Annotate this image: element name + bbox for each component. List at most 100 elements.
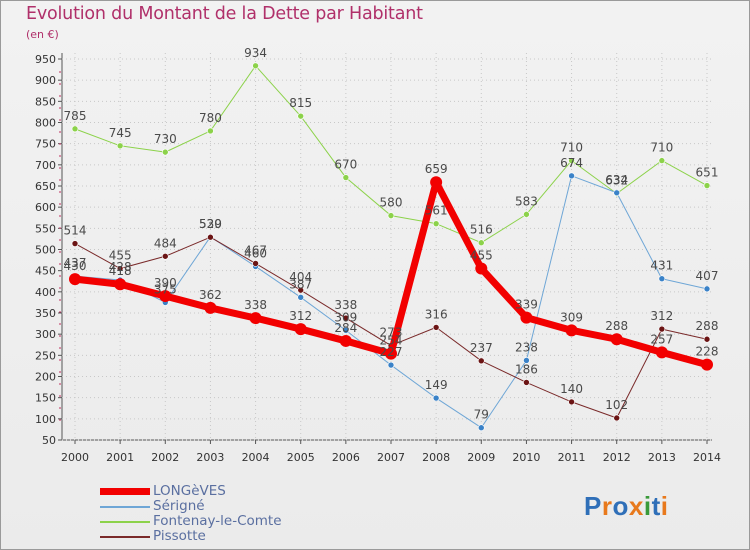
legend-swatch bbox=[100, 506, 150, 508]
data-label: 670 bbox=[334, 158, 357, 172]
x-tick-label: 2000 bbox=[61, 451, 89, 464]
data-point bbox=[703, 335, 711, 343]
data-label: 651 bbox=[696, 166, 719, 180]
data-point bbox=[204, 301, 217, 314]
x-tick-label: 2013 bbox=[648, 451, 676, 464]
data-point bbox=[297, 294, 305, 301]
legend-label: Sérigné bbox=[153, 498, 205, 514]
data-label: 186 bbox=[515, 362, 538, 376]
data-point bbox=[159, 290, 172, 303]
data-point bbox=[523, 357, 530, 364]
y-tick-label: 850 bbox=[35, 95, 56, 108]
data-label: 530 bbox=[199, 217, 222, 231]
legend-label: Pissotte bbox=[153, 528, 206, 544]
data-label: 418 bbox=[109, 264, 132, 278]
data-label: 79 bbox=[474, 408, 489, 422]
y-tick-label: 750 bbox=[35, 138, 56, 151]
x-tick-label: 2010 bbox=[512, 451, 540, 464]
data-point bbox=[249, 312, 262, 325]
data-label: 815 bbox=[289, 96, 312, 110]
data-label: 149 bbox=[425, 378, 448, 392]
data-label: 674 bbox=[560, 156, 583, 170]
data-point bbox=[568, 157, 575, 164]
data-label: 455 bbox=[470, 249, 493, 263]
data-point bbox=[658, 325, 666, 333]
data-label: 362 bbox=[199, 288, 222, 302]
x-tick-label: 2002 bbox=[151, 451, 179, 464]
data-label: 237 bbox=[470, 341, 493, 355]
legend-swatch bbox=[100, 521, 150, 523]
x-tick-label: 2011 bbox=[558, 451, 586, 464]
data-point bbox=[703, 285, 711, 293]
logo-letter: i bbox=[661, 491, 669, 521]
data-point bbox=[432, 220, 440, 227]
data-point bbox=[339, 334, 352, 347]
data-point bbox=[342, 327, 350, 334]
x-tick-label: 2008 bbox=[422, 451, 450, 464]
legend-swatch bbox=[100, 536, 150, 538]
data-point bbox=[613, 189, 621, 197]
data-point bbox=[71, 125, 79, 133]
y-tick-label: 950 bbox=[35, 53, 56, 66]
data-label: 529 bbox=[199, 217, 222, 231]
x-tick-label: 2014 bbox=[693, 451, 721, 464]
data-point bbox=[477, 239, 485, 247]
data-point bbox=[613, 414, 621, 422]
data-point bbox=[161, 252, 169, 260]
y-tick-label: 650 bbox=[35, 180, 56, 193]
y-tick-label: 800 bbox=[35, 117, 56, 130]
logo-letter: r bbox=[602, 491, 613, 521]
data-point bbox=[207, 233, 214, 241]
data-label: 312 bbox=[650, 309, 673, 323]
y-tick-label: 900 bbox=[35, 74, 56, 87]
data-point bbox=[432, 324, 440, 331]
data-label: 102 bbox=[605, 398, 628, 412]
data-point bbox=[116, 142, 124, 150]
data-point bbox=[432, 394, 440, 402]
data-label: 407 bbox=[696, 269, 719, 283]
svg-text:Proxiti: Proxiti bbox=[584, 491, 668, 521]
data-label: 227 bbox=[380, 345, 403, 359]
data-point bbox=[387, 212, 395, 219]
data-point bbox=[568, 172, 575, 180]
proxiti-logo: Proxiti bbox=[584, 491, 668, 521]
data-label: 273 bbox=[380, 326, 403, 340]
data-label: 288 bbox=[605, 319, 628, 333]
y-tick-label: 150 bbox=[35, 392, 56, 405]
data-label: 934 bbox=[244, 46, 267, 60]
data-label: 309 bbox=[334, 310, 357, 324]
data-label: 254 bbox=[380, 334, 403, 348]
data-label: 710 bbox=[650, 141, 673, 155]
y-tick-label: 50 bbox=[42, 434, 56, 447]
data-point bbox=[565, 324, 578, 337]
data-label: 710 bbox=[560, 141, 583, 155]
y-tick-label: 550 bbox=[35, 222, 56, 235]
data-label: 375 bbox=[154, 282, 177, 296]
y-tick-label: 400 bbox=[35, 286, 56, 299]
y-tick-label: 200 bbox=[35, 371, 56, 384]
data-point bbox=[297, 286, 305, 294]
data-point bbox=[655, 346, 668, 359]
legend: LONGèVES Sérigné Fontenay-le-Comte Pisso… bbox=[100, 484, 360, 544]
legend-item: Fontenay-le-Comte bbox=[100, 514, 360, 529]
y-tick-label: 350 bbox=[35, 307, 56, 320]
data-label: 339 bbox=[515, 298, 538, 312]
legend-item: LONGèVES bbox=[100, 484, 360, 499]
data-label: 338 bbox=[334, 298, 357, 312]
data-point bbox=[294, 323, 307, 336]
data-label: 634 bbox=[605, 173, 628, 187]
y-tick-label: 450 bbox=[35, 265, 56, 278]
data-label: 583 bbox=[515, 194, 538, 208]
data-label: 387 bbox=[289, 277, 312, 291]
data-label: 580 bbox=[380, 196, 403, 210]
data-label: 514 bbox=[64, 224, 87, 238]
data-point bbox=[523, 211, 530, 218]
data-label: 338 bbox=[244, 298, 267, 312]
data-point bbox=[297, 112, 305, 120]
y-tick-label: 250 bbox=[35, 349, 56, 362]
data-label: 455 bbox=[109, 249, 132, 263]
x-tick-label: 2001 bbox=[106, 451, 134, 464]
x-tick-label: 2007 bbox=[377, 451, 405, 464]
x-tick-label: 2003 bbox=[196, 451, 224, 464]
data-point bbox=[116, 265, 124, 272]
